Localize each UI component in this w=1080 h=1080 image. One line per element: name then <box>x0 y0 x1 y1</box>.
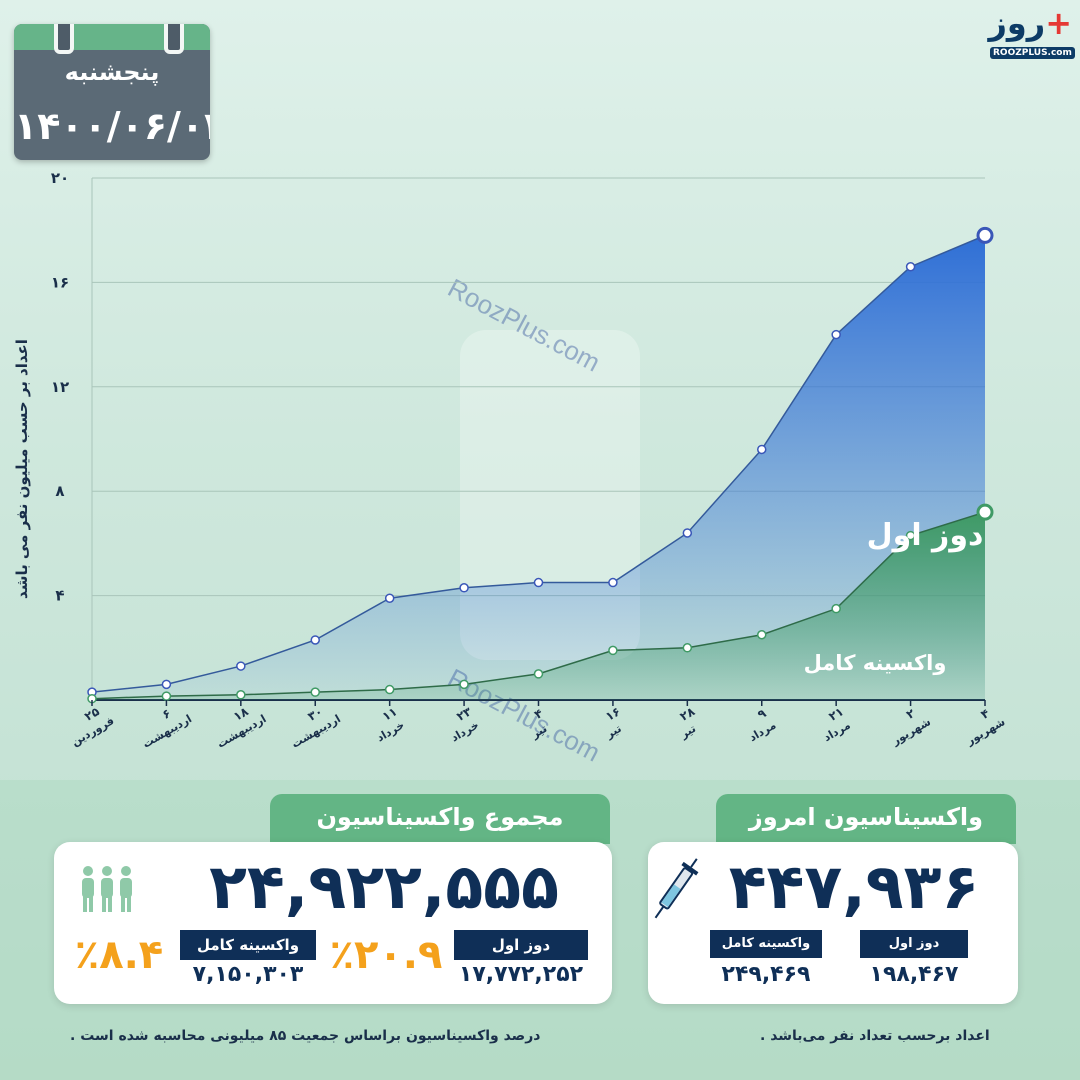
x-tick-month: مرداد <box>821 719 852 745</box>
logo-plus: + <box>1045 4 1072 42</box>
series-label-full: واکسینه کامل <box>804 651 947 675</box>
y-tick-label: ۱۶ <box>51 273 69 291</box>
point-full <box>310 687 320 697</box>
point-first-dose <box>976 226 994 244</box>
x-tick-day: ۲۳ <box>454 704 474 724</box>
y-tick-label: ۴ <box>55 587 64 605</box>
footnote-units: اعداد برحسب تعداد نفر می‌باشد . <box>760 1028 990 1044</box>
y-tick-label: ۲۰ <box>51 169 69 187</box>
x-tick-day: ۱۱ <box>380 704 400 723</box>
point-first-dose <box>682 528 693 538</box>
point-first-dose <box>905 261 916 272</box>
overall-panel: ۲۴,۹۲۲,۵۵۵ ٪۸.۴ واکسینه کامل ۷,۱۵۰,۳۰۳ ٪… <box>54 842 612 1004</box>
overall-full-label: واکسینه کامل <box>180 930 316 960</box>
footnote-population: درصد واکسیناسیون براساس جمعیت ۸۵ میلیونی… <box>70 1028 541 1044</box>
point-full <box>384 684 395 695</box>
x-tick-day: ۱۶ <box>603 704 623 723</box>
x-tick-day: ۶ <box>160 706 173 722</box>
logo-url: ROOZPLUS.com <box>990 47 1075 59</box>
area-full-vaccinated <box>92 512 985 700</box>
point-first-dose <box>757 444 767 455</box>
point-first-dose <box>831 329 841 340</box>
overall-first-pct: ٪۲۰.۹ <box>329 932 443 978</box>
syringe-icon <box>650 852 700 928</box>
today-first-label: دوز اول <box>860 930 968 958</box>
today-first-value: ۱۹۸,۴۶۷ <box>869 962 959 987</box>
point-full <box>459 679 469 690</box>
point-first-dose <box>236 661 246 671</box>
today-full-label: واکسینه کامل <box>710 930 822 958</box>
area-first-dose <box>92 235 985 701</box>
point-full <box>608 645 618 656</box>
today-panel: ۴۴۷,۹۳۶ واکسینه کامل ۲۴۹,۴۶۹ دوز اول ۱۹۸… <box>648 842 1018 1004</box>
point-full <box>533 669 544 679</box>
point-first-dose <box>608 577 618 588</box>
calendar-day: پنجشنبه <box>64 58 160 86</box>
x-tick-day: ۲ <box>904 706 918 722</box>
roozplus-logo: +روز ROOZPLUS.com <box>988 4 1075 59</box>
point-first-dose <box>459 583 469 593</box>
point-full <box>757 630 767 640</box>
point-full <box>682 643 693 653</box>
overall-first-value: ۱۷,۷۷۲,۲۵۲ <box>458 962 584 987</box>
point-first-dose <box>384 593 395 603</box>
point-first-dose <box>161 679 172 690</box>
point-first-dose <box>310 635 320 645</box>
x-tick-day: ۲۱ <box>826 704 846 723</box>
overall-first-label: دوز اول <box>454 930 588 960</box>
x-tick-month: تیر <box>677 722 698 741</box>
calendar-date: ۱۴۰۰/۰۶/۰۴ <box>14 104 210 148</box>
x-tick-day: ۲۸ <box>677 704 697 724</box>
overall-title: مجموع واکسیناسیون <box>270 794 610 844</box>
x-tick-month: مرداد <box>747 719 778 745</box>
x-tick-month: تیر <box>603 722 624 741</box>
x-tick-day: ۲۵ <box>82 704 102 723</box>
x-tick-month: خرداد <box>449 718 481 744</box>
point-full <box>905 530 916 541</box>
logo-word: روز <box>988 4 1046 42</box>
x-tick-day: ۱۸ <box>231 704 251 724</box>
point-full <box>236 690 246 700</box>
overall-total: ۲۴,۹۲۲,۵۵۵ <box>209 850 559 923</box>
today-total: ۴۴۷,۹۳۶ <box>728 850 980 923</box>
calendar-card: پنجشنبه ۱۴۰۰/۰۶/۰۴ <box>14 24 210 160</box>
x-tick-day: ۴ <box>532 706 545 722</box>
point-full <box>161 691 172 701</box>
series-label-first-dose: دوز اول <box>867 518 984 553</box>
y-tick-label: ۱۲ <box>51 378 69 396</box>
y-tick-label: ۸ <box>55 482 64 500</box>
today-title: واکسیناسیون امروز <box>716 794 1016 844</box>
people-icon <box>78 864 136 914</box>
x-tick-day: ۴ <box>978 706 991 722</box>
point-full <box>831 603 841 614</box>
x-tick-day: ۳۰ <box>305 704 325 723</box>
x-tick-month: تیر <box>529 722 550 741</box>
x-tick-month: خرداد <box>374 718 406 744</box>
point-first-dose <box>533 577 544 588</box>
x-tick-day: ۹ <box>755 706 769 722</box>
overall-full-value: ۷,۱۵۰,۳۰۳ <box>192 962 304 987</box>
today-full-value: ۲۴۹,۴۶۹ <box>721 962 811 987</box>
overall-full-pct: ٪۸.۴ <box>74 932 164 978</box>
point-full <box>976 503 994 521</box>
